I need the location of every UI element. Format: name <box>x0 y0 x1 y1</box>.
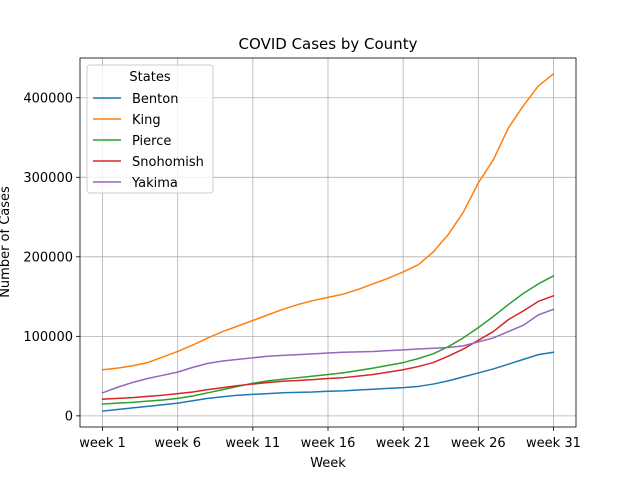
y-tick-label: 200000 <box>23 250 73 265</box>
chart-title: COVID Cases by County <box>239 35 418 53</box>
x-tick-label: week 26 <box>451 436 506 451</box>
y-axis-label: Number of Cases <box>0 186 13 298</box>
legend-label-snohomish: Snohomish <box>132 155 204 170</box>
x-axis-ticks: week 1 week 6 week 11 week 16 week 21 week 26… <box>79 427 581 451</box>
series-line-snohomish <box>101 294 555 400</box>
y-axis-ticks: 0 100000 200000 300000 400000 <box>23 91 80 424</box>
x-tick-label: week 31 <box>526 436 581 451</box>
grid <box>80 58 576 427</box>
x-axis-label: Week <box>310 456 346 471</box>
legend-label-king: King <box>132 113 161 128</box>
legend-title: States <box>129 70 170 85</box>
legend-label-yakima: Yakima <box>131 176 178 191</box>
legend-label-benton: Benton <box>132 92 178 107</box>
x-tick-label: week 11 <box>225 436 280 451</box>
x-tick-label: week 21 <box>376 436 431 451</box>
x-tick-label: week 16 <box>301 436 356 451</box>
x-tick-label: week 6 <box>154 436 201 451</box>
series-line-pierce <box>101 274 555 405</box>
y-tick-label: 0 <box>65 409 73 424</box>
y-tick-label: 100000 <box>23 330 73 345</box>
y-tick-label: 400000 <box>23 91 73 106</box>
legend-label-pierce: Pierce <box>132 134 171 149</box>
series-lines <box>101 72 555 412</box>
legend: States Benton King Pierce Snohomish Yakima <box>86 64 214 194</box>
series-line-benton <box>101 351 555 412</box>
x-tick-label: week 1 <box>79 436 126 451</box>
series-line-king <box>101 72 555 371</box>
legend-items: Benton King Pierce Snohomish Yakima <box>93 92 204 191</box>
series-line-yakima <box>101 308 555 394</box>
y-tick-label: 300000 <box>23 171 73 186</box>
